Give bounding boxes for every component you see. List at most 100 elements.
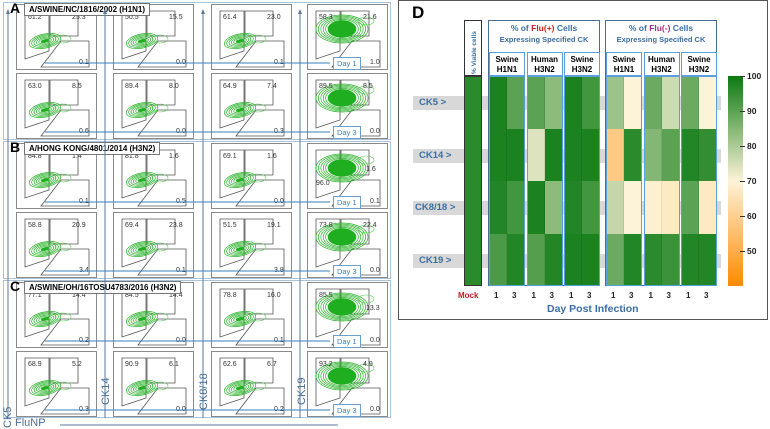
gate-flu-pos [244, 288, 274, 315]
contour [31, 103, 59, 117]
heatmap-cell [661, 233, 680, 286]
heatmap-cell-mock [464, 181, 482, 234]
contour [125, 380, 159, 396]
contour [28, 380, 62, 396]
strain-host: Human [530, 55, 559, 64]
heatmap-cell [526, 181, 545, 234]
row-label: CK19 > [419, 254, 452, 266]
heatmap-cell [606, 76, 624, 129]
contour [133, 105, 151, 115]
gate-value-flu-pos: 14.4 [72, 292, 86, 299]
gate-value-flu-neg: 69.4 [125, 222, 139, 229]
viable-header: % Viable cells [471, 31, 478, 74]
gate-flu-pos [49, 79, 79, 106]
contour [151, 381, 169, 391]
gate-flu-pos [49, 218, 79, 245]
strain-subtype: H3N2 [688, 65, 710, 74]
contour [38, 384, 52, 392]
arrow-up-icon [298, 9, 302, 14]
strain-subtype: H3N2 [534, 65, 555, 74]
contour [235, 385, 245, 391]
viable-header-box [464, 20, 482, 76]
heatmap-cell [681, 128, 699, 181]
gate-low [137, 248, 187, 276]
gate-value-flu-pos: 16.0 [267, 292, 281, 299]
heatmap-cell [544, 181, 563, 234]
gate-flu-pos [244, 10, 274, 37]
contour-plot [315, 357, 381, 415]
contour [249, 173, 267, 183]
contour [133, 175, 151, 185]
heatmap-cell [681, 76, 699, 129]
contour [325, 19, 359, 39]
heatmap-cell-mock [464, 128, 482, 181]
contour [322, 295, 362, 319]
heatmap-cell [699, 76, 717, 129]
contour [223, 241, 257, 257]
gate-value-flu-neg: 51.5 [223, 222, 237, 229]
strain-frame [564, 76, 600, 286]
strain-header: Swine H1N1 [606, 52, 642, 76]
heatmap-cell [643, 233, 662, 286]
contour [233, 106, 247, 114]
contour [128, 34, 156, 48]
heatmap-cell [643, 76, 662, 129]
contour [135, 384, 149, 392]
gate-value-flu-pos: 6.7 [267, 361, 277, 368]
day-label: Day 1 [333, 196, 361, 209]
contour [231, 36, 249, 46]
contour [231, 383, 249, 393]
contour-plot [219, 10, 285, 68]
contour [231, 244, 249, 254]
gate-value-flu-neg: 69.1 [223, 153, 237, 160]
contour [33, 104, 57, 116]
contour [38, 315, 52, 323]
gate-low [40, 318, 90, 346]
gate-low [137, 387, 187, 415]
colorbar-tick [740, 111, 745, 112]
contour [226, 381, 254, 395]
contour [54, 312, 72, 322]
day-tick-label: 1 [648, 291, 653, 300]
gate-flu-neg [219, 357, 245, 407]
contour [38, 176, 52, 184]
strain-subtype: H1N1 [613, 65, 635, 74]
day-label: Day 1 [333, 57, 361, 70]
contour [151, 103, 169, 113]
heatmap-cell-mock [464, 76, 482, 129]
contour [31, 381, 59, 395]
contour-plot [24, 218, 90, 276]
gate-value-flu-pos: 23.8 [169, 222, 183, 229]
contour [151, 34, 169, 44]
title-part: Flu(+) [531, 23, 555, 33]
contour-plot [121, 79, 187, 137]
gate-value-flu-neg: 77.1 [28, 292, 42, 299]
title-part: % of [628, 23, 650, 33]
gate-low [137, 40, 187, 68]
gate-value-flu-neg: 62.6 [223, 361, 237, 368]
contour [33, 382, 57, 394]
contour [28, 172, 62, 188]
contour [33, 243, 57, 255]
contour [54, 242, 72, 252]
contour [249, 34, 267, 44]
day-label: Day 3 [333, 265, 361, 278]
contour [36, 314, 54, 324]
gate-flu-pos [146, 79, 176, 106]
contour [318, 84, 366, 112]
contour [249, 103, 267, 113]
gate-value-low: 1.0 [370, 59, 380, 66]
flow-plot: 69.423.80.1 [113, 212, 194, 278]
contour [228, 174, 252, 186]
heatmap-cell [489, 128, 507, 181]
contour [320, 224, 364, 250]
row-label: CK8/18 > [415, 202, 456, 213]
gate-value-flu-neg: 58.3 [319, 14, 333, 21]
contour [357, 16, 375, 26]
contour [31, 242, 59, 256]
gate-value-flu-pos: 21.6 [363, 14, 377, 21]
heatmap-cell [582, 233, 600, 286]
colorbar [728, 76, 743, 286]
contour [318, 15, 366, 43]
gate-value-flu-neg: 93.2 [319, 361, 333, 368]
